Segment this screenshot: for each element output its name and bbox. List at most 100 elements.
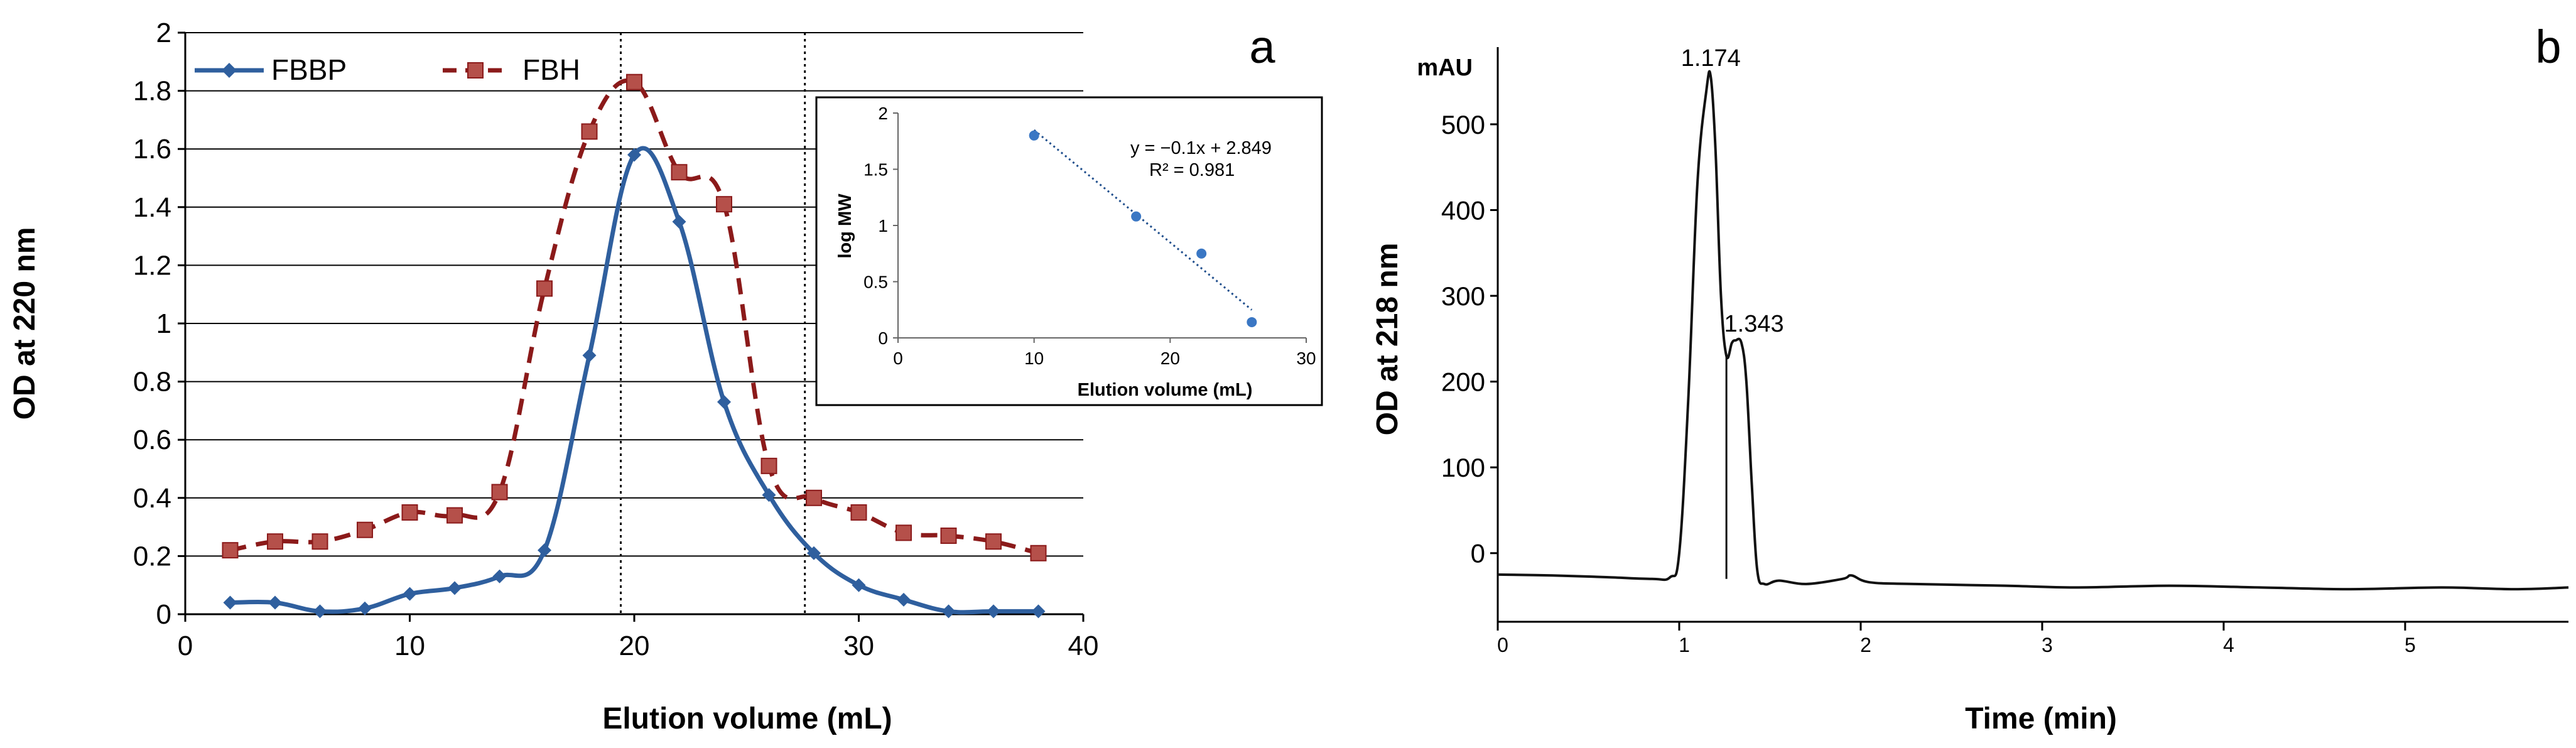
chart-a-x-axis-label: Elution volume (mL): [602, 702, 892, 735]
data-point-fbh: [536, 280, 553, 297]
chart-a-axes: 00.20.40.60.811.21.41.61.820 10 20 30 40: [133, 18, 1099, 661]
inset-x-tick-label: 0: [893, 349, 903, 368]
data-point-fbbp: [627, 148, 641, 162]
data-point-fbh: [267, 533, 283, 550]
data-point-fbbp: [941, 604, 956, 619]
chart-a-y-tick-label: 0.2: [133, 541, 171, 572]
inset-x-tick-label: 30: [1296, 349, 1316, 368]
chart-a-y-tick-label: 1.6: [133, 134, 171, 165]
panel-b-label: b: [2535, 21, 2561, 73]
legend-marker-fbbp: [222, 63, 237, 78]
chart-a-vertical-markers: [620, 33, 806, 614]
chart-b-y-tick-label: 500: [1441, 110, 1485, 139]
chart-a-x-tick-label: 30: [843, 631, 874, 661]
chart-a-x-tick-label: 10: [394, 631, 425, 661]
inset-data-point: [1029, 130, 1039, 141]
chart-b: 0 100 200 300 400 500 0 1 2 3 4 5 1.174 1.343 mAU Ti…: [1371, 21, 2569, 735]
data-point-fbbp: [268, 595, 282, 610]
chart-a-y-tick-label: 1.4: [133, 192, 171, 223]
data-point-fbbp: [492, 569, 507, 583]
chart-a-y-tick-label: 0.4: [133, 483, 171, 514]
chart-b-trace-group: [1497, 70, 2569, 591]
chart-b-x-tick-label: 2: [1860, 634, 1871, 656]
inset-data-point: [1131, 211, 1142, 222]
inset-y-tick-label: 1.5: [863, 160, 888, 180]
chart-a-series: [222, 73, 1047, 619]
inset-y-axis-label: log MW: [835, 193, 855, 259]
data-point-fbbp: [1031, 604, 1046, 619]
data-point-fbh: [626, 73, 642, 90]
inset-y-tick-label: 2: [878, 104, 888, 123]
data-point-fbbp: [223, 595, 237, 610]
data-point-fbbp: [852, 578, 866, 592]
panel-a-label: a: [1249, 21, 1275, 73]
data-point-fbh: [222, 542, 239, 559]
chart-a-inset: 00.511.520 10 20 30 y = −0.1x + 2.849 R² = …: [815, 96, 1323, 406]
chart-b-y-tick-label: 200: [1441, 367, 1485, 397]
legend-marker-fbh: [467, 62, 484, 79]
chart-a-x-tick-label: 20: [619, 631, 650, 661]
data-point-fbbp: [448, 581, 462, 595]
data-point-fbh: [806, 489, 822, 506]
chart-a: 00.20.40.60.811.21.41.61.820 10 20 30 40 FBB…: [8, 18, 1275, 735]
data-point-fbh: [446, 507, 463, 524]
inset-x-axis-label: Elution volume (mL): [1078, 380, 1253, 400]
inset-y-tick-label: 1: [878, 216, 888, 236]
data-point-fbh: [760, 457, 777, 474]
legend-label-fbh: FBH: [522, 53, 580, 86]
inset-axes: 00.511.520 10 20 30: [863, 104, 1316, 368]
inset-r-squared: R² = 0.981: [1149, 160, 1235, 180]
inset-y-tick-label: 0: [878, 328, 888, 348]
data-point-fbh: [896, 524, 912, 541]
chart-a-y-tick-label: 1.8: [133, 76, 171, 107]
chart-b-peak-labels: 1.174 1.343: [1681, 45, 1784, 337]
inset-frame: [815, 96, 1323, 406]
data-point-fbbp: [897, 592, 911, 607]
data-point-fbh: [671, 164, 688, 181]
data-point-fbbp: [313, 604, 327, 619]
inset-data-point: [1247, 317, 1257, 327]
data-point-fbh: [940, 527, 957, 544]
chart-a-y-tick-label: 0: [156, 599, 171, 630]
chart-a-y-tick-label: 1.2: [133, 250, 171, 281]
data-point-fbh: [311, 533, 328, 550]
inset-x-tick-label: 20: [1161, 349, 1180, 368]
chart-b-peak-label: 1.343: [1724, 311, 1784, 337]
data-point-fbbp: [807, 546, 821, 560]
inset-trendline-group: [1033, 129, 1253, 311]
chart-b-axes: 0 100 200 300 400 500 0 1 2 3 4 5: [1441, 47, 2568, 656]
chart-a-legend: FBBP FBH: [195, 53, 580, 86]
data-point-fbbp: [672, 214, 686, 229]
inset-y-tick-label: 0.5: [863, 273, 888, 292]
chart-b-y-tick-label: 300: [1441, 281, 1485, 311]
legend-label-fbbp: FBBP: [271, 53, 347, 86]
chart-b-y-tick-label: 100: [1441, 453, 1485, 482]
inset-data-point: [1196, 248, 1207, 259]
chart-b-x-tick-label: 4: [2223, 634, 2234, 656]
chart-b-peak-label: 1.174: [1681, 45, 1741, 72]
inset-x-tick-label: 10: [1024, 349, 1044, 368]
chart-b-y-axis-label: OD at 218 nm: [1371, 243, 1404, 436]
inset-points: [1029, 130, 1257, 327]
data-point-fbh: [850, 504, 867, 521]
chart-b-x-tick-label: 3: [2042, 634, 2053, 656]
chart-a-y-tick-label: 2: [156, 18, 171, 48]
chart-a-x-tick-label: 40: [1068, 631, 1099, 661]
data-point-fbh: [581, 123, 598, 140]
chart-b-x-tick-label: 5: [2405, 634, 2416, 656]
data-point-fbh: [1030, 545, 1047, 561]
data-point-fbh: [985, 533, 1002, 550]
data-point-fbh: [357, 521, 373, 538]
data-point-fbbp: [987, 604, 1000, 619]
data-point-fbbp: [582, 348, 597, 362]
chart-a-y-axis-label: OD at 220 nm: [8, 227, 41, 420]
data-point-fbh: [491, 484, 508, 501]
data-point-fbbp: [403, 587, 417, 601]
data-point-fbbp: [538, 543, 551, 558]
chart-a-y-tick-label: 0.8: [133, 367, 171, 398]
chart-b-unit-label: mAU: [1417, 55, 1473, 81]
chart-a-y-tick-label: 0.6: [133, 425, 171, 455]
chart-b-y-tick-label: 400: [1441, 195, 1485, 225]
chart-b-x-axis-label: Time (min): [1965, 702, 2117, 735]
